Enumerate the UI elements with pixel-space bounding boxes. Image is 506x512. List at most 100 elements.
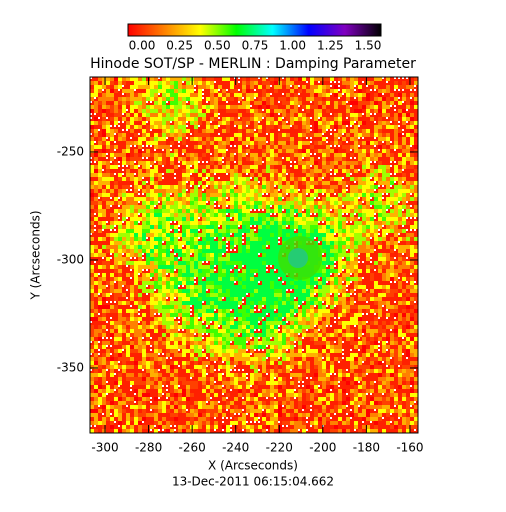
speck	[130, 185, 132, 187]
pixel	[214, 249, 218, 253]
pixel	[366, 209, 370, 213]
pixel	[202, 241, 206, 245]
speck	[138, 309, 140, 311]
pixel	[138, 149, 142, 153]
speck	[318, 329, 320, 331]
pixel	[230, 353, 234, 357]
pixel	[398, 357, 402, 361]
pixel	[362, 161, 366, 165]
pixel	[190, 237, 194, 241]
speck	[198, 125, 200, 127]
pixel	[98, 305, 102, 309]
pixel	[254, 109, 258, 113]
pixel	[98, 165, 102, 169]
pixel	[282, 329, 286, 333]
pixel	[194, 237, 198, 241]
pixel	[182, 325, 186, 329]
pixel	[238, 257, 242, 261]
pixel	[314, 169, 318, 173]
pixel	[326, 109, 330, 113]
pixel	[250, 361, 254, 365]
pixel	[302, 313, 306, 317]
pixel	[130, 109, 134, 113]
speck	[398, 233, 400, 235]
pixel	[210, 265, 214, 269]
pixel	[346, 173, 350, 177]
pixel	[318, 333, 322, 337]
pixel	[306, 229, 310, 233]
pixel	[182, 85, 186, 89]
pixel	[286, 357, 290, 361]
pixel	[258, 361, 262, 365]
speck	[158, 93, 160, 95]
pixel	[138, 233, 142, 237]
speck	[202, 277, 204, 279]
pixel	[222, 213, 226, 217]
pixel	[202, 265, 206, 269]
pixel	[274, 109, 278, 113]
pixel	[314, 85, 318, 89]
pixel	[338, 221, 342, 225]
pixel	[330, 257, 334, 261]
pixel	[350, 229, 354, 233]
pixel	[162, 237, 166, 241]
pixel	[338, 129, 342, 133]
pixel	[362, 181, 366, 185]
pixel	[130, 205, 134, 209]
speck	[102, 169, 104, 171]
pixel	[214, 277, 218, 281]
pixel	[150, 289, 154, 293]
pixel	[146, 201, 150, 205]
pixel	[166, 341, 170, 345]
pixel	[350, 101, 354, 105]
pixel	[206, 257, 210, 261]
speck	[90, 101, 92, 103]
speck	[394, 77, 396, 79]
speck	[138, 165, 140, 167]
pixel	[210, 185, 214, 189]
pixel	[330, 161, 334, 165]
pixel	[194, 297, 198, 301]
pixel	[162, 285, 166, 289]
pixel	[334, 301, 338, 305]
pixel	[346, 93, 350, 97]
pixel	[118, 329, 122, 333]
pixel	[194, 301, 198, 305]
pixel	[370, 297, 374, 301]
speck	[254, 129, 256, 131]
pixel	[134, 193, 138, 197]
pixel	[250, 185, 254, 189]
speck	[190, 173, 192, 175]
pixel	[346, 121, 350, 125]
pixel	[198, 345, 202, 349]
pixel	[230, 321, 234, 325]
pixel	[358, 185, 362, 189]
pixel	[386, 305, 390, 309]
pixel	[102, 81, 106, 85]
pixel	[338, 113, 342, 117]
pixel	[126, 345, 130, 349]
pixel	[170, 133, 174, 137]
speck	[290, 85, 292, 87]
pixel	[166, 169, 170, 173]
pixel	[242, 253, 246, 257]
speck	[398, 125, 400, 127]
pixel	[282, 309, 286, 313]
pixel	[410, 153, 414, 157]
pixel	[182, 249, 186, 253]
pixel	[174, 129, 178, 133]
pixel	[234, 341, 238, 345]
pixel	[222, 333, 226, 337]
pixel	[146, 209, 150, 213]
pixel	[306, 133, 310, 137]
pixel	[322, 161, 326, 165]
pixel	[94, 197, 98, 201]
pixel	[354, 249, 358, 253]
pixel	[402, 141, 406, 145]
pixel	[146, 265, 150, 269]
pixel	[378, 165, 382, 169]
pixel	[234, 221, 238, 225]
pixel	[174, 117, 178, 121]
pixel	[290, 233, 294, 237]
pixel	[250, 133, 254, 137]
